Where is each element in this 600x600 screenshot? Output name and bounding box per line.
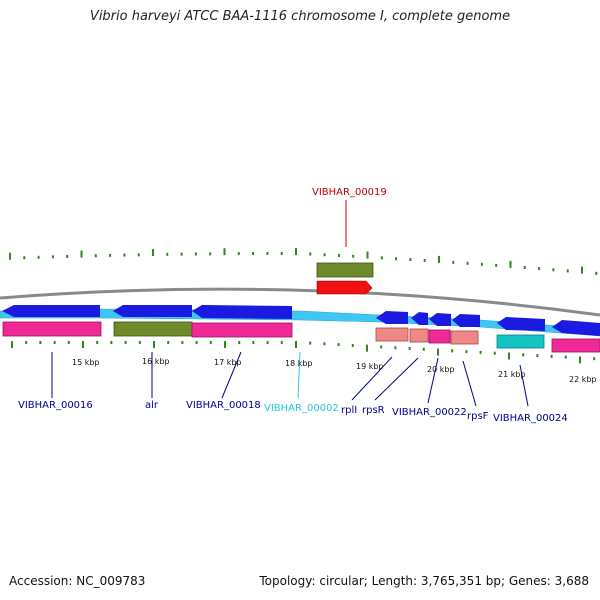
map-title: Vibrio harveyi ATCC BAA-1116 chromosome … (89, 9, 511, 24)
label-leaders (51, 200, 529, 407)
cds-arrow[interactable] (452, 314, 480, 327)
gene-labels: VIBHAR_00016 alr VIBHAR_00018 VIBHAR_000… (18, 187, 568, 424)
feature-block[interactable] (409, 328, 429, 343)
gene-label[interactable]: VIBHAR_00002 (264, 403, 339, 414)
leader-line (351, 356, 393, 401)
leader-line (462, 360, 477, 407)
scale-label: 19 kbp (356, 362, 384, 371)
gene-label[interactable]: VIBHAR_00024 (493, 413, 568, 424)
cds-arrow[interactable] (411, 312, 428, 325)
feature-block[interactable] (551, 338, 600, 353)
scale-label: 17 kbp (214, 358, 242, 367)
cds-arrow[interactable] (552, 320, 600, 336)
feature-block[interactable] (375, 327, 409, 342)
scale-label: 21 kbp (498, 370, 526, 379)
gene-label[interactable]: rpsR (362, 405, 385, 416)
feature-block[interactable] (496, 334, 545, 349)
gene-label[interactable]: VIBHAR_00019 (312, 187, 387, 198)
scale-label: 15 kbp (72, 358, 100, 367)
gene-label[interactable]: VIBHAR_00018 (186, 400, 261, 411)
cds-arrow[interactable] (192, 305, 292, 319)
gene-label[interactable]: VIBHAR_00016 (18, 400, 93, 411)
cds-arrow[interactable] (497, 317, 545, 331)
scale-labels: 15 kbp 16 kbp 17 kbp 18 kbp 19 kbp 20 kb… (72, 357, 597, 384)
scale-label: 16 kbp (142, 357, 170, 366)
scale-label: 22 kbp (569, 375, 597, 384)
feature-block[interactable] (428, 329, 451, 344)
cds-arrow[interactable] (113, 305, 192, 317)
gene-label[interactable]: alr (145, 400, 159, 411)
leader-line (519, 364, 529, 407)
leader-line (221, 351, 242, 399)
genome-stats: Topology: circular; Length: 3,765,351 bp… (259, 574, 589, 588)
cds-track (2, 305, 600, 336)
feature-block[interactable] (450, 330, 479, 345)
cds-arrow[interactable] (2, 305, 100, 317)
leader-line (374, 357, 419, 401)
feature-block[interactable] (316, 262, 374, 278)
leader-line (427, 357, 439, 404)
feature-track (2, 321, 600, 353)
highlighted-cds-arrow[interactable] (316, 280, 373, 295)
cds-arrow[interactable] (429, 313, 451, 326)
outer-ring (0, 287, 600, 317)
feature-block[interactable] (2, 321, 102, 337)
cds-arrow[interactable] (376, 311, 408, 324)
gene-label[interactable]: rplI (341, 405, 357, 416)
feature-block[interactable] (113, 321, 193, 337)
leader-line (297, 351, 301, 399)
gene-label[interactable]: VIBHAR_00022 (392, 407, 467, 418)
scale-label: 18 kbp (285, 359, 313, 368)
gene-label[interactable]: rpsF (467, 411, 489, 422)
scale-label: 20 kbp (427, 365, 455, 374)
accession-text: Accession: NC_009783 (9, 574, 146, 588)
feature-block[interactable] (191, 322, 293, 338)
tick-track (9, 248, 598, 364)
